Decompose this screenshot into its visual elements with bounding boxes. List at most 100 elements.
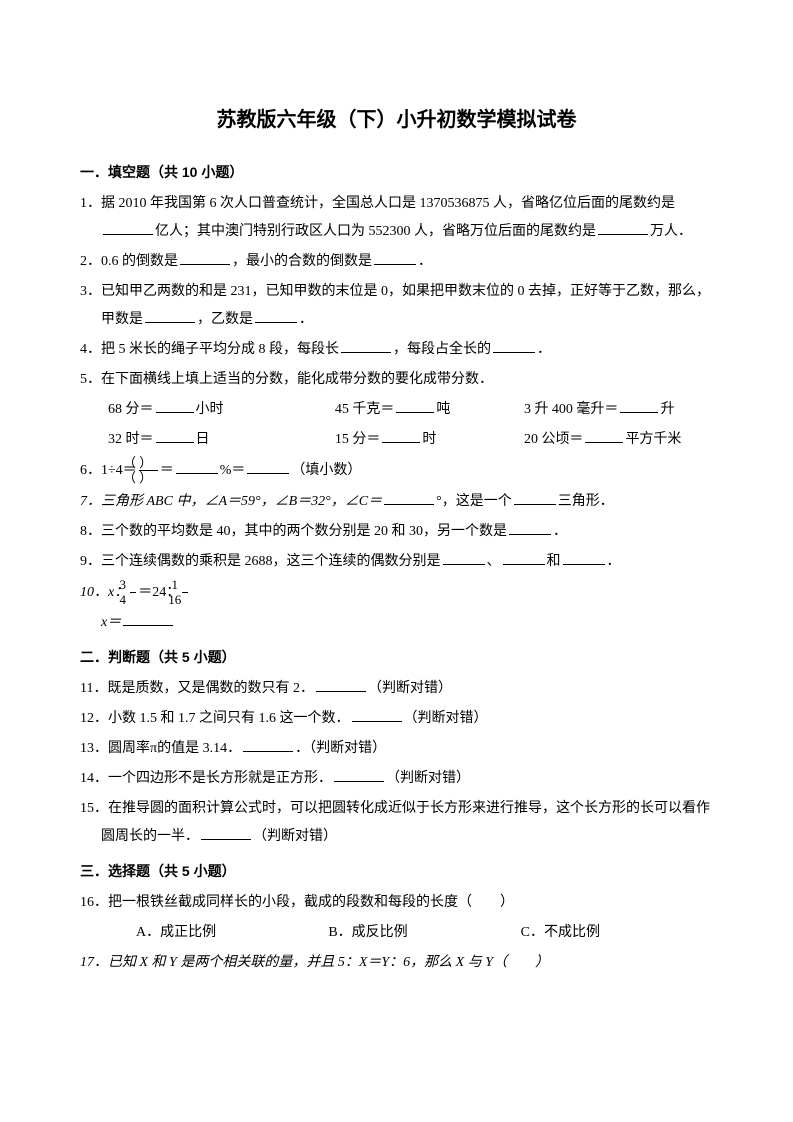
q1-blank-1[interactable] bbox=[103, 221, 153, 235]
question-4: 4．把 5 米长的绳子平均分成 8 段，每段长 ，每段占全长的 ． bbox=[80, 336, 713, 364]
q1-text-b: 亿人；其中澳门特别行政区人口为 552300 人，省略万位后面的尾数约是 bbox=[155, 224, 596, 239]
q5-blank-2[interactable] bbox=[396, 399, 434, 413]
q10-line2: x＝ bbox=[80, 609, 713, 637]
q3-text-b: ，乙数是 bbox=[197, 312, 253, 327]
question-17: 17．已知 X 和 Y 是两个相关联的量，并且 5：X＝Y：6，那么 X 与 Y… bbox=[80, 949, 713, 977]
q6-blank-1[interactable] bbox=[176, 460, 218, 474]
q1-text-c: 万人． bbox=[650, 224, 692, 239]
q17-text-a: 17．已知 X 和 Y 是两个相关联的量，并且 5：X＝Y：6，那么 X 与 Y… bbox=[80, 955, 549, 970]
q9-blank-3[interactable] bbox=[563, 551, 605, 565]
question-2: 2．0.6 的倒数是，最小的合数的倒数是． bbox=[80, 248, 713, 276]
q5-r2a: 32 时＝ bbox=[108, 432, 154, 447]
q5-blank-1[interactable] bbox=[156, 399, 194, 413]
q1-text-a: 1．据 2010 年我国第 6 次人口普查统计，全国总人口是 137053687… bbox=[80, 196, 675, 211]
q5-row-1: 68 分＝ 小时 45 千克＝ 吨 3 升 400 毫升＝ 升 bbox=[80, 396, 713, 424]
question-10: 10．x：34＝24：116 bbox=[80, 578, 713, 608]
q5-r1d: 吨 bbox=[436, 402, 450, 417]
q9-text-d: ． bbox=[607, 554, 621, 569]
q9-text-a: 9．三个连续偶数的乘积是 2688，这三个连续的偶数分别是 bbox=[80, 554, 441, 569]
question-8: 8．三个数的平均数是 40，其中的两个数分别是 20 和 30，另一个数是 ． bbox=[80, 518, 713, 546]
q13-blank[interactable] bbox=[243, 738, 293, 752]
question-14: 14．一个四边形不是长方形就是正方形． （判断对错） bbox=[80, 765, 713, 793]
q6-frac-n: （ ） bbox=[139, 456, 158, 471]
q9-blank-2[interactable] bbox=[503, 551, 545, 565]
q6-frac-d: （ ） bbox=[139, 471, 158, 485]
q13-text-b: ．（判断对错） bbox=[295, 741, 386, 756]
q7-blank-1[interactable] bbox=[384, 491, 434, 505]
q5-r2e: 20 公顷＝ bbox=[524, 432, 584, 447]
section-3-heading: 三．选择题（共 5 小题） bbox=[80, 857, 713, 885]
q5-blank-6[interactable] bbox=[585, 429, 623, 443]
q8-text-a: 8．三个数的平均数是 40，其中的两个数分别是 20 和 30，另一个数是 bbox=[80, 524, 507, 539]
question-12: 12．小数 1.5 和 1.7 之间只有 1.6 这一个数． （判断对错） bbox=[80, 705, 713, 733]
q4-blank-2[interactable] bbox=[493, 339, 535, 353]
q3-blank-1[interactable] bbox=[145, 309, 195, 323]
q8-text-b: ． bbox=[553, 524, 567, 539]
question-11: 11．既是质数，又是偶数的数只有 2．（判断对错） bbox=[80, 675, 713, 703]
q4-blank-1[interactable] bbox=[341, 339, 391, 353]
q10-f1n: 3 bbox=[130, 578, 136, 593]
q8-blank-1[interactable] bbox=[509, 521, 551, 535]
q4-text-c: ． bbox=[537, 342, 551, 357]
q5-r2f: 平方千米 bbox=[625, 432, 681, 447]
q16-option-b[interactable]: B．成反比例 bbox=[328, 919, 520, 947]
section-2-heading: 二．判断题（共 5 小题） bbox=[80, 643, 713, 671]
q3-blank-2[interactable] bbox=[255, 309, 297, 323]
question-6: 6．1÷4＝（ ）（ ）＝%＝（填小数） bbox=[80, 456, 713, 486]
question-15: 15．在推导圆的面积计算公式时，可以把圆转化成近似于长方形来进行推导，这个长方形… bbox=[80, 795, 713, 851]
question-9: 9．三个连续偶数的乘积是 2688，这三个连续的偶数分别是、和． bbox=[80, 548, 713, 576]
q3-text-c: ． bbox=[299, 312, 313, 327]
q15-blank[interactable] bbox=[201, 826, 251, 840]
q14-blank[interactable] bbox=[334, 768, 384, 782]
q10-f2d: 16 bbox=[182, 593, 188, 607]
question-5: 5．在下面横线上填上适当的分数，能化成带分数的要化成带分数． bbox=[80, 366, 713, 394]
q6-eq1: ＝ bbox=[160, 463, 174, 478]
q5-r1c: 45 千克＝ bbox=[335, 402, 395, 417]
q7-blank-2[interactable] bbox=[514, 491, 556, 505]
q6-tail: （填小数） bbox=[291, 463, 361, 478]
q2-blank-1[interactable] bbox=[180, 251, 230, 265]
q11-text-b: （判断对错） bbox=[368, 681, 452, 696]
q5-row-2: 32 时＝日 15 分＝时 20 公顷＝平方千米 bbox=[80, 426, 713, 454]
q5-blank-3[interactable] bbox=[620, 399, 658, 413]
q10-blank-1[interactable] bbox=[123, 612, 173, 626]
q10-frac-2: 116 bbox=[182, 578, 188, 608]
question-13: 13．圆周率π的值是 3.14．．（判断对错） bbox=[80, 735, 713, 763]
q5-r1e: 3 升 400 毫升＝ bbox=[524, 402, 619, 417]
q16-option-c[interactable]: C．不成比例 bbox=[521, 919, 713, 947]
q16-text-a: 16．把一根铁丝截成同样长的小段，截成的段数和每段的长度（ ） bbox=[80, 895, 514, 910]
q6-pct: %＝ bbox=[220, 463, 246, 478]
q6-blank-2[interactable] bbox=[247, 460, 289, 474]
q14-text-b: （判断对错） bbox=[386, 771, 470, 786]
q9-text-b: 、 bbox=[487, 554, 501, 569]
q15-text-a: 15．在推导圆的面积计算公式时，可以把圆转化成近似于长方形来进行推导，这个长方形… bbox=[80, 801, 710, 844]
q11-blank[interactable] bbox=[316, 678, 366, 692]
q5-blank-5[interactable] bbox=[382, 429, 420, 443]
q9-blank-1[interactable] bbox=[443, 551, 485, 565]
q14-text-a: 14．一个四边形不是长方形就是正方形． bbox=[80, 771, 332, 786]
q12-blank[interactable] bbox=[352, 708, 402, 722]
q7-text-b: °，这是一个 bbox=[436, 494, 512, 509]
q16-options: A．成正比例 B．成反比例 C．不成比例 bbox=[80, 919, 713, 947]
page-title: 苏教版六年级（下）小升初数学模拟试卷 bbox=[80, 100, 713, 140]
q5-r2d: 时 bbox=[422, 432, 436, 447]
q5-blank-4[interactable] bbox=[156, 429, 194, 443]
q16-option-a[interactable]: A．成正比例 bbox=[136, 919, 328, 947]
q4-text-b: ，每段占全长的 bbox=[393, 342, 491, 357]
q5-r1f: 升 bbox=[660, 402, 674, 417]
q10-frac-1: 34 bbox=[130, 578, 136, 608]
q5-r2c: 15 分＝ bbox=[335, 432, 381, 447]
q4-text-a: 4．把 5 米长的绳子平均分成 8 段，每段长 bbox=[80, 342, 339, 357]
q5-r1a: 68 分＝ bbox=[108, 402, 154, 417]
section-1-heading: 一．填空题（共 10 小题） bbox=[80, 158, 713, 186]
q15-text-b: （判断对错） bbox=[253, 829, 337, 844]
q12-text-a: 12．小数 1.5 和 1.7 之间只有 1.6 这一个数． bbox=[80, 711, 350, 726]
q2-text-b: ，最小的合数的倒数是 bbox=[232, 254, 372, 269]
question-3: 3．已知甲乙两数的和是 231，已知甲数的末位是 0，如果把甲数末位的 0 去掉… bbox=[80, 278, 713, 334]
q5-r1b: 小时 bbox=[196, 402, 224, 417]
question-16: 16．把一根铁丝截成同样长的小段，截成的段数和每段的长度（ ） bbox=[80, 889, 713, 917]
q1-blank-2[interactable] bbox=[598, 221, 648, 235]
q2-text-a: 2．0.6 的倒数是 bbox=[80, 254, 178, 269]
q12-text-b: （判断对错） bbox=[404, 711, 488, 726]
q2-blank-2[interactable] bbox=[374, 251, 416, 265]
